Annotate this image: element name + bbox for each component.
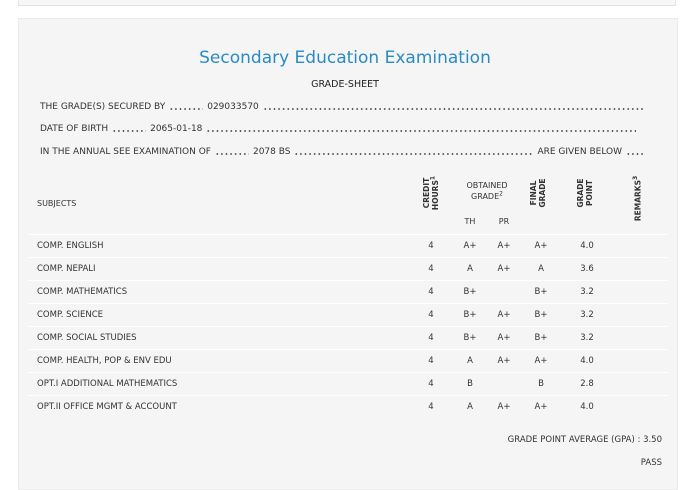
grade-cell: 4 <box>428 241 434 251</box>
grade-cell: A <box>467 402 473 412</box>
detail-label: THE GRADE(S) SECURED BY <box>40 102 166 112</box>
subject-cell: COMP. HEALTH, POP & ENV EDU <box>37 356 172 366</box>
grade-table: SUBJECTS CREDIT HOURS1 OBTAINED GRADE2 T… <box>28 172 668 422</box>
grade-cell: 3.6 <box>580 264 594 274</box>
header-grade-point: GRADE POINT <box>576 178 594 208</box>
detail-label: IN THE ANNUAL SEE EXAMINATION OF <box>40 147 211 157</box>
header-credit-hours: CREDIT HOURS1 <box>422 170 440 216</box>
grade-cell: 4.0 <box>580 402 594 412</box>
grade-cell: A+ <box>534 402 548 412</box>
grade-cell: A+ <box>497 333 511 343</box>
grade-cell: 4 <box>428 287 434 297</box>
grade-cell: 4 <box>428 333 434 343</box>
grade-cell: 4 <box>428 402 434 412</box>
gpa-value: 3.50 <box>643 435 662 445</box>
grade-cell: 4.0 <box>580 356 594 366</box>
grade-cell: A+ <box>534 356 548 366</box>
grade-cell: B <box>538 379 544 389</box>
header-pr: PR <box>498 217 510 226</box>
table-row: COMP. ENGLISH 4 A+ A+ A+ 4.0 <box>28 234 668 257</box>
grade-cell: B+ <box>463 310 477 320</box>
grade-cell: B+ <box>463 287 477 297</box>
detail-value: 029033570 <box>207 102 259 112</box>
grade-cell: 4 <box>428 264 434 274</box>
grade-cell: 4 <box>428 379 434 389</box>
grade-cell: B+ <box>534 333 548 343</box>
subject-cell: OPT.II OFFICE MGMT & ACCOUNT <box>37 402 177 412</box>
top-strip <box>18 0 676 6</box>
gpa-line: GRADE POINT AVERAGE (GPA) : 3.50 <box>508 435 662 445</box>
grade-cell: A+ <box>497 241 511 251</box>
subject-cell: OPT.I ADDITIONAL MATHEMATICS <box>37 379 178 389</box>
header-text: CREDIT HOURS <box>422 177 440 211</box>
footnote-mark: 1 <box>429 175 437 181</box>
grade-cell: A+ <box>497 402 511 412</box>
table-row: OPT.II OFFICE MGMT & ACCOUNT 4 A A+ A+ 4.0 <box>28 395 668 418</box>
detail-label: DATE OF BIRTH <box>40 124 109 134</box>
header-final-grade: FINAL GRADE <box>529 178 547 208</box>
header-subjects: SUBJECTS <box>37 199 77 208</box>
leader <box>626 152 644 155</box>
subject-cell: COMP. MATHEMATICS <box>37 287 128 297</box>
leader <box>206 129 636 132</box>
leader <box>169 107 204 110</box>
header-obtained-grade: OBTAINED GRADE2 <box>458 180 516 202</box>
subject-cell: COMP. ENGLISH <box>37 241 104 251</box>
detail-line: DATE OF BIRTH 2065-01-18 <box>40 122 640 136</box>
grade-cell: 4 <box>428 310 434 320</box>
grade-cell: A <box>467 356 473 366</box>
subject-cell: COMP. SOCIAL STUDIES <box>37 333 137 343</box>
title: Secondary Education Examination <box>199 48 491 68</box>
grade-cell: A <box>538 264 544 274</box>
header-remarks: REMARKS3 <box>632 169 643 229</box>
grade-cell: 3.2 <box>580 287 594 297</box>
table-row: COMP. HEALTH, POP & ENV EDU 4 A A+ A+ 4.0 <box>28 349 668 372</box>
grade-cell: B+ <box>534 310 548 320</box>
grade-cell: A+ <box>534 241 548 251</box>
detail-line: IN THE ANNUAL SEE EXAMINATION OF 2078 BS… <box>40 145 648 159</box>
grade-cell: 3.2 <box>580 310 594 320</box>
gpa-label: GRADE POINT AVERAGE (GPA) : <box>507 435 641 445</box>
header-text: REMARKS <box>633 180 643 222</box>
result: PASS <box>640 458 662 468</box>
footnote-mark: 3 <box>632 175 639 181</box>
grade-cell: A+ <box>497 356 511 366</box>
grade-cell: 3.2 <box>580 333 594 343</box>
table-row: COMP. NEPALI 4 A A+ A 3.6 <box>28 257 668 280</box>
leader <box>262 107 644 110</box>
grade-sheet-panel <box>18 18 678 490</box>
table-row: COMP. SOCIAL STUDIES 4 B+ A+ B+ 3.2 <box>28 326 668 349</box>
grade-cell: A+ <box>497 264 511 274</box>
detail-value: 2078 BS <box>252 147 291 157</box>
detail-suffix: ARE GIVEN BELOW <box>537 147 622 157</box>
leader <box>214 152 249 155</box>
grade-cell: B+ <box>463 333 477 343</box>
grade-cell: 2.8 <box>580 379 594 389</box>
grade-cell: 4.0 <box>580 241 594 251</box>
table-row: OPT.I ADDITIONAL MATHEMATICS 4 B B 2.8 <box>28 372 668 395</box>
grade-cell: B <box>467 379 473 389</box>
detail-value: 2065-01-18 <box>150 124 203 134</box>
header-text: OBTAINED GRADE <box>466 181 508 201</box>
subject-cell: COMP. SCIENCE <box>37 310 104 320</box>
leader <box>112 129 147 132</box>
grade-cell: 4 <box>428 356 434 366</box>
grade-cell: A <box>467 264 473 274</box>
subject-cell: COMP. NEPALI <box>37 264 96 274</box>
leader <box>294 152 534 155</box>
subtitle: GRADE-SHEET <box>311 79 379 90</box>
header-th: TH <box>464 217 476 226</box>
footnote-mark: 2 <box>499 190 503 198</box>
grade-cell: B+ <box>534 287 548 297</box>
grade-cell: A+ <box>497 310 511 320</box>
table-row: COMP. SCIENCE 4 B+ A+ B+ 3.2 <box>28 303 668 326</box>
grade-cell: A+ <box>463 241 477 251</box>
table-row: COMP. MATHEMATICS 4 B+ B+ 3.2 <box>28 280 668 303</box>
detail-line: THE GRADE(S) SECURED BY 029033570 <box>40 100 648 114</box>
